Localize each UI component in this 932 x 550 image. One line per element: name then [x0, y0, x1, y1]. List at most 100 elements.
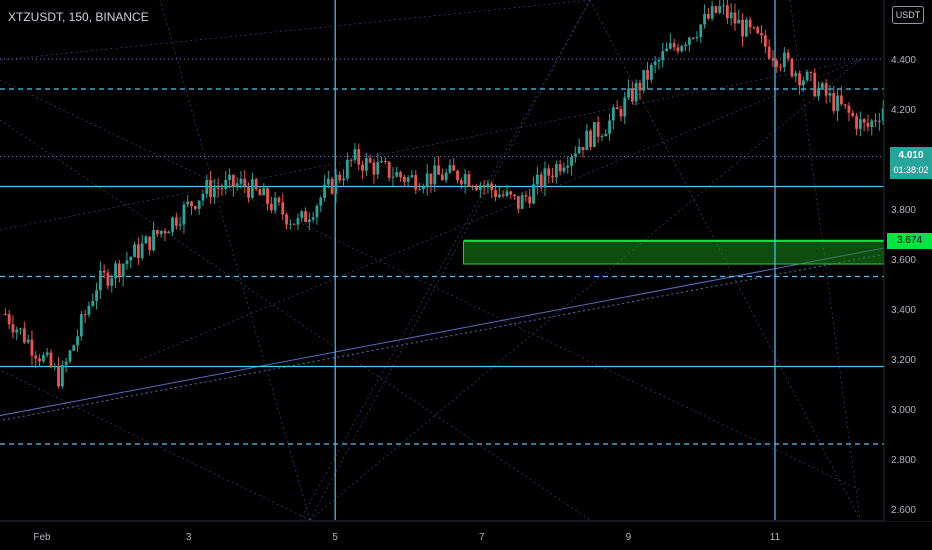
candle-up — [828, 93, 832, 96]
symbol-title: XTZUSDT, 150, BINANCE — [8, 10, 149, 24]
candle-up — [87, 305, 91, 315]
candle-down — [760, 33, 763, 36]
candle-down — [501, 194, 505, 196]
candle-down — [509, 191, 513, 195]
candle-up — [718, 6, 722, 13]
candle-up — [657, 60, 661, 62]
fan-line — [0, 119, 591, 521]
candle-down — [338, 174, 342, 181]
candle-down — [106, 272, 110, 286]
candle-down — [220, 188, 224, 190]
candle-up — [668, 43, 672, 49]
candle-up — [121, 263, 125, 277]
time-axis-bg — [0, 521, 932, 550]
candle-down — [539, 174, 543, 188]
candle-down — [771, 58, 775, 61]
candle-down — [357, 149, 361, 165]
candle-up — [634, 82, 638, 102]
candle-up — [178, 224, 182, 226]
candle-up — [448, 165, 452, 173]
candle-up — [722, 5, 725, 7]
currency-button[interactable]: USDT — [892, 6, 924, 24]
candle-up — [801, 80, 805, 86]
candle-down — [528, 196, 532, 204]
candle-up — [665, 48, 668, 52]
y-tick-label: 2.800 — [891, 455, 916, 466]
candle-up — [684, 44, 687, 47]
candle-down — [741, 19, 744, 37]
candle-down — [349, 159, 353, 161]
candle-up — [171, 217, 174, 232]
candle-up — [79, 314, 83, 337]
last-price-tag: 4.010 01:38:02 — [890, 147, 932, 179]
candle-down — [231, 174, 235, 187]
candle-up — [342, 178, 345, 181]
candle-up — [133, 244, 136, 258]
candle-down — [193, 206, 197, 209]
candle-down — [429, 173, 433, 185]
candle-down — [733, 12, 737, 24]
x-tick-label: 3 — [186, 532, 192, 543]
candle-up — [573, 153, 577, 157]
candle-down — [148, 236, 152, 251]
candle-down — [281, 202, 285, 215]
candle-up — [410, 175, 414, 178]
candle-up — [334, 174, 338, 194]
candle-up — [433, 165, 437, 185]
candle-down — [615, 107, 619, 110]
candle-up — [345, 159, 349, 179]
support-zone — [462, 241, 885, 265]
candle-up — [41, 355, 45, 362]
candle-down — [155, 230, 159, 235]
fan-line — [309, 0, 591, 521]
candle-up — [326, 178, 330, 185]
candle-up — [425, 173, 429, 187]
candle-up — [687, 37, 691, 45]
candle-up — [562, 167, 566, 172]
vertical-lines-layer — [334, 0, 776, 520]
candle-up — [60, 365, 64, 387]
candle-down — [414, 175, 418, 190]
candle-down — [471, 186, 475, 188]
candle-up — [376, 162, 380, 175]
candle-down — [494, 190, 497, 198]
candle-down — [714, 6, 718, 13]
candle-down — [475, 187, 478, 190]
candle-down — [452, 165, 456, 171]
candle-up — [836, 95, 839, 112]
candle-up — [703, 14, 706, 25]
candle-up — [520, 195, 524, 209]
candle-down — [38, 358, 41, 362]
candle-down — [786, 52, 790, 59]
candle-up — [262, 188, 266, 196]
candle-down — [775, 60, 779, 67]
candle-up — [805, 71, 809, 81]
candle-up — [197, 200, 201, 209]
candle-down — [756, 27, 760, 34]
candle-up — [45, 352, 49, 356]
candle-up — [72, 345, 76, 351]
candle-down — [843, 104, 847, 106]
candle-down — [672, 43, 676, 48]
candle-down — [7, 314, 11, 325]
fan-line — [159, 0, 311, 521]
candle-down — [49, 352, 53, 367]
candle-up — [212, 188, 216, 198]
candle-up — [592, 122, 596, 147]
y-tick-label: 3.800 — [891, 205, 916, 216]
x-tick-label: 7 — [479, 532, 485, 543]
candle-down — [813, 72, 817, 97]
candle-down — [361, 164, 364, 171]
level-price-tag: 3.674 — [887, 233, 932, 249]
candle-up — [15, 329, 19, 333]
candle-down — [216, 188, 220, 190]
candle-down — [790, 58, 794, 77]
fan-line — [0, 0, 591, 61]
candle-up — [661, 51, 665, 61]
candle-down — [752, 27, 756, 29]
candle-up — [323, 184, 326, 198]
candle-down — [459, 180, 463, 185]
candle-down — [330, 178, 334, 194]
